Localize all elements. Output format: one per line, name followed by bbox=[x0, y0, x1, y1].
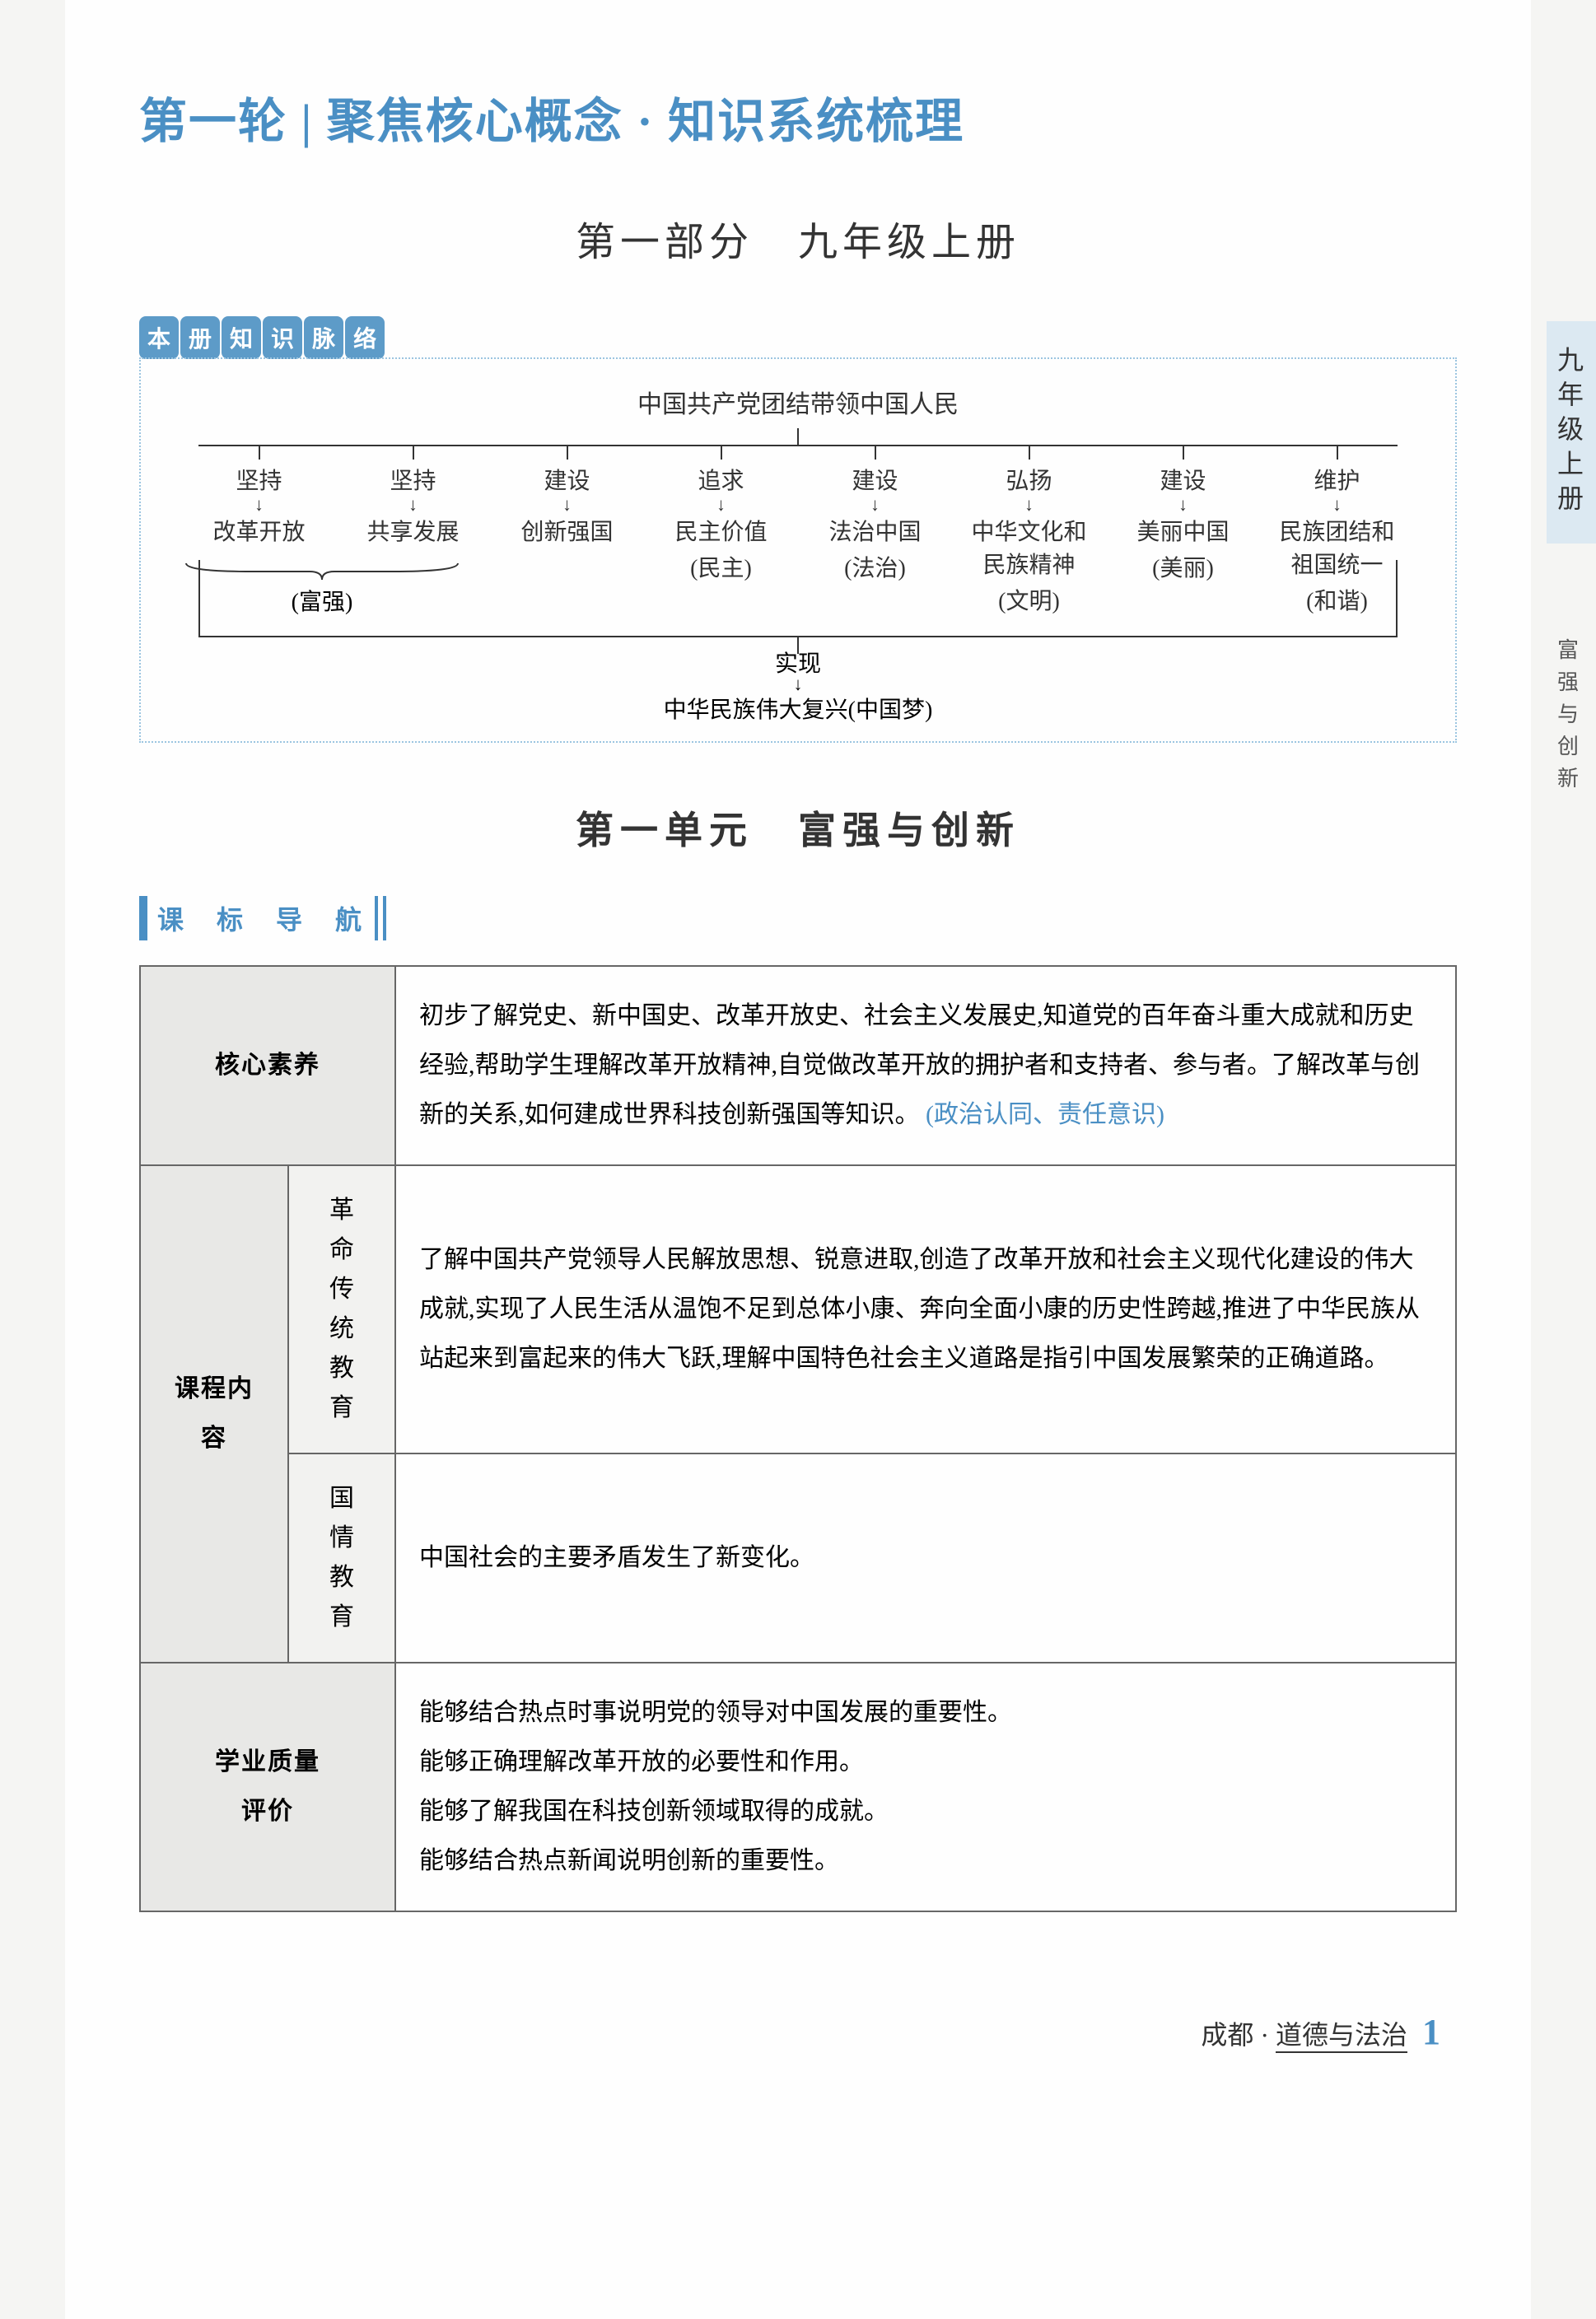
badge-char: 脉 bbox=[304, 316, 343, 359]
row-sub: 国情教育 bbox=[288, 1453, 395, 1663]
badge-char: 络 bbox=[345, 316, 385, 359]
knowledge-diagram: 中国共产党团结带领中国人民 坚持↓改革开放坚持↓共享发展建设↓创新强国追求↓民主… bbox=[139, 357, 1457, 743]
section-badge-knowledge-map: 本册知识脉络 bbox=[139, 316, 386, 359]
badge-char: 知 bbox=[222, 316, 261, 359]
badge-char: 册 bbox=[180, 316, 220, 359]
table-row: 国情教育 中国社会的主要矛盾发生了新变化。 bbox=[140, 1453, 1456, 1663]
diagram-root: 中国共产党团结带领中国人民 bbox=[157, 384, 1439, 420]
side-sub-text: 富强与创新 bbox=[1552, 634, 1584, 795]
table-row: 核心素养 初步了解党史、新中国史、改革开放史、社会主义发展史,知道党的百年奋斗重… bbox=[140, 966, 1456, 1165]
diagram-branch: 建设↓创新强国 bbox=[490, 445, 644, 616]
diagram-branch: 建设↓法治中国(法治) bbox=[798, 445, 952, 616]
diagram-branch: 弘扬↓中华文化和民族精神(文明) bbox=[952, 445, 1106, 616]
row-body: 了解中国共产党领导人民解放思想、锐意进取,创造了改革开放和社会主义现代化建设的伟… bbox=[395, 1165, 1456, 1453]
side-tab: 九年级上册 bbox=[1547, 321, 1596, 544]
section-tag-nav: 课 标 导 航 bbox=[139, 896, 378, 940]
row-sub: 革命传统教育 bbox=[288, 1165, 395, 1453]
sub-title: 第一部分 九年级上册 bbox=[139, 209, 1457, 267]
page-content: 第一轮 | 聚焦核心概念 · 知识系统梳理 第一部分 九年级上册 本册知识脉络 … bbox=[65, 0, 1531, 2319]
badge-char: 识 bbox=[263, 316, 302, 359]
blue-note: (政治认同、责任意识) bbox=[926, 1101, 1164, 1128]
row-head: 核心素养 bbox=[140, 966, 395, 1165]
row-body: 初步了解党史、新中国史、改革开放史、社会主义发展史,知道党的百年奋斗重大成就和历… bbox=[395, 966, 1456, 1165]
curriculum-table: 核心素养 初步了解党史、新中国史、改革开放史、社会主义发展史,知道党的百年奋斗重… bbox=[139, 965, 1457, 1912]
table-row: 课程内容 革命传统教育 了解中国共产党领导人民解放思想、锐意进取,创造了改革开放… bbox=[140, 1165, 1456, 1453]
diagram-conclusion: 中华民族伟大复兴(中国梦) bbox=[157, 692, 1439, 725]
row-body: 能够结合热点时事说明党的领导对中国发展的重要性。能够正确理解改革开放的必要性和作… bbox=[395, 1663, 1456, 1911]
diagram-branch: 建设↓美丽中国(美丽) bbox=[1106, 445, 1260, 616]
page-footer: 成都 · 道德与法治 1 bbox=[139, 2011, 1457, 2053]
unit-title: 第一单元 富强与创新 bbox=[139, 800, 1457, 855]
diagram-brace: (富强) bbox=[182, 562, 462, 617]
badge-char: 本 bbox=[139, 316, 179, 359]
table-row: 学业质量评价 能够结合热点时事说明党的领导对中国发展的重要性。能够正确理解改革开… bbox=[140, 1663, 1456, 1911]
row-head: 课程内容 bbox=[140, 1165, 288, 1663]
main-title: 第一轮 | 聚焦核心概念 · 知识系统梳理 bbox=[139, 82, 1457, 152]
page-number: 1 bbox=[1422, 2012, 1440, 2052]
diagram-branch: 维护↓民族团结和祖国统一(和谐) bbox=[1260, 445, 1414, 616]
diagram-branch: 追求↓民主价值(民主) bbox=[644, 445, 798, 616]
row-head: 学业质量评价 bbox=[140, 1663, 395, 1911]
row-body: 中国社会的主要矛盾发生了新变化。 bbox=[395, 1453, 1456, 1663]
